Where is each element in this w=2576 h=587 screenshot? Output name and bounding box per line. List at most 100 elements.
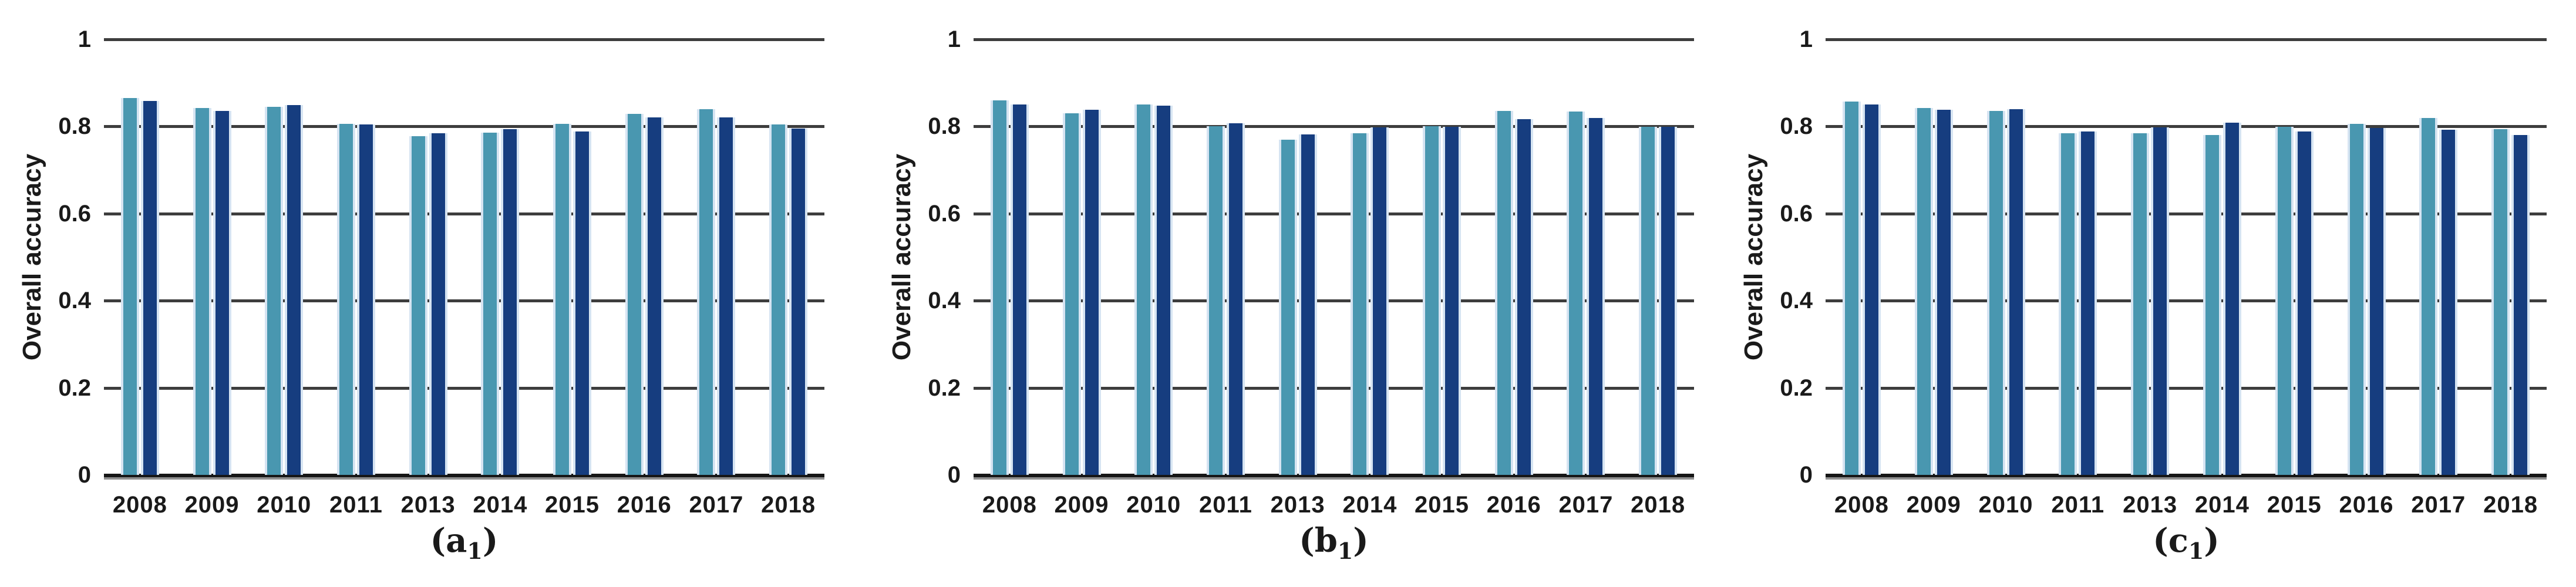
x-axis-tick-label: 2011: [329, 492, 383, 518]
bar-dark-blue: [2009, 109, 2023, 475]
y-axis-tick-label: 0.2: [58, 375, 91, 401]
bar-light-blue: [1281, 140, 1295, 475]
x-axis-tick-label: 2018: [2483, 492, 2538, 518]
gridline: [104, 212, 824, 215]
y-axis-tick-label: 0: [78, 462, 91, 488]
gridline: [104, 299, 824, 303]
bar-dark-blue: [2369, 128, 2383, 475]
gridline: [1826, 38, 2547, 41]
x-axis-tick-label: 2013: [400, 492, 456, 518]
gridline: [974, 386, 1694, 390]
x-axis-tick-label: 2015: [545, 492, 600, 518]
bar-dark-blue: [1589, 117, 1603, 475]
bar-dark-blue: [503, 129, 517, 475]
x-axis-tick-label: 2014: [473, 492, 528, 518]
x-axis-tick-label: 2018: [1631, 492, 1686, 518]
bar-light-blue: [1569, 112, 1583, 475]
y-axis-tick-label: 0.8: [58, 113, 91, 140]
y-axis-tick-label: 0.2: [1780, 375, 1813, 401]
y-axis-tick-label: 0.6: [1780, 200, 1813, 227]
bar-dark-blue: [1012, 104, 1026, 475]
x-axis-tick-label: 2017: [1558, 492, 1614, 518]
bar-dark-blue: [1937, 110, 1951, 475]
bar-light-blue: [1353, 133, 1367, 475]
chart-caption: (b1): [1299, 521, 1369, 564]
x-axis-tick-label: 2009: [1906, 492, 1961, 518]
bar-dark-blue: [1445, 127, 1459, 475]
x-axis-tick-label: 2014: [2194, 492, 2250, 518]
bar-light-blue: [627, 113, 641, 475]
gridline: [104, 125, 824, 129]
chart-caption: (c1): [2153, 521, 2220, 564]
bar-light-blue: [1989, 111, 2003, 475]
bar-light-blue: [411, 136, 425, 475]
bar-light-blue: [2349, 123, 2363, 475]
caption-subscript: 1: [467, 538, 483, 564]
bar-dark-blue: [287, 105, 301, 475]
plot-area: [1826, 38, 2547, 477]
x-axis-tick-label: 2014: [1342, 492, 1398, 518]
gridline: [974, 125, 1694, 129]
bar-light-blue: [195, 108, 209, 475]
gridline: [104, 38, 824, 41]
y-axis-tick-label: 0.6: [58, 200, 91, 227]
y-axis-tick-label: 1: [947, 26, 961, 52]
bar-dark-blue: [575, 131, 590, 475]
bar-light-blue: [2277, 127, 2291, 475]
y-axis-label: Overall accuracy: [18, 153, 46, 361]
bar-light-blue: [1137, 104, 1151, 475]
bar-dark-blue: [1661, 127, 1675, 475]
bar-light-blue: [2133, 133, 2147, 475]
x-axis-tick-label: 2017: [689, 492, 744, 518]
gridline: [974, 474, 1694, 477]
gridline: [104, 474, 824, 477]
bar-light-blue: [772, 124, 786, 475]
bar-dark-blue: [359, 124, 373, 475]
y-axis-label: Overall accuracy: [887, 153, 916, 361]
x-axis-tick-label: 2010: [1126, 492, 1181, 518]
bar-dark-blue: [647, 117, 661, 475]
bar-dark-blue: [215, 111, 229, 475]
bar-dark-blue: [1373, 127, 1387, 475]
y-axis-tick-label: 0: [1799, 462, 1813, 488]
x-axis-tick-label: 2013: [2123, 492, 2178, 518]
gridline: [1826, 299, 2547, 303]
gridline: [974, 299, 1694, 303]
bar-dark-blue: [2153, 127, 2167, 475]
bar-light-blue: [2422, 118, 2436, 475]
bar-light-blue: [1065, 113, 1079, 475]
bar-dark-blue: [1301, 134, 1315, 475]
bar-dark-blue: [2081, 131, 2095, 475]
bar-light-blue: [123, 98, 137, 475]
bar-light-blue: [1425, 126, 1439, 475]
gridline: [974, 38, 1694, 41]
y-axis-tick-label: 1: [78, 26, 91, 52]
x-axis-tick-label: 2010: [257, 492, 312, 518]
x-axis-tick-label: 2013: [1270, 492, 1325, 518]
y-axis-tick-label: 0.6: [928, 200, 961, 227]
gridline: [1826, 474, 2547, 477]
bar-dark-blue: [2514, 134, 2528, 475]
x-axis-tick-label: 2008: [982, 492, 1037, 518]
bar-dark-blue: [1157, 105, 1171, 475]
x-axis-tick-label: 2009: [1054, 492, 1109, 518]
x-axis-tick-label: 2018: [761, 492, 816, 518]
gridline: [1826, 212, 2547, 215]
y-axis-tick-label: 1: [1799, 26, 1813, 52]
bar-dark-blue: [1517, 119, 1531, 475]
gridline: [104, 386, 824, 390]
x-axis-tick-label: 2017: [2411, 492, 2466, 518]
bar-light-blue: [2061, 133, 2075, 475]
bar-dark-blue: [143, 101, 157, 475]
bar-dark-blue: [1085, 110, 1099, 475]
bar-light-blue: [1497, 111, 1511, 475]
bar-dark-blue: [2297, 131, 2311, 475]
y-axis-tick-label: 0.4: [58, 288, 91, 314]
bar-dark-blue: [719, 117, 733, 475]
bar-light-blue: [483, 132, 497, 475]
x-axis-tick-label: 2008: [1834, 492, 1889, 518]
x-axis-tick-label: 2011: [2051, 492, 2105, 518]
x-axis-tick-label: 2009: [184, 492, 240, 518]
bar-dark-blue: [792, 129, 806, 475]
